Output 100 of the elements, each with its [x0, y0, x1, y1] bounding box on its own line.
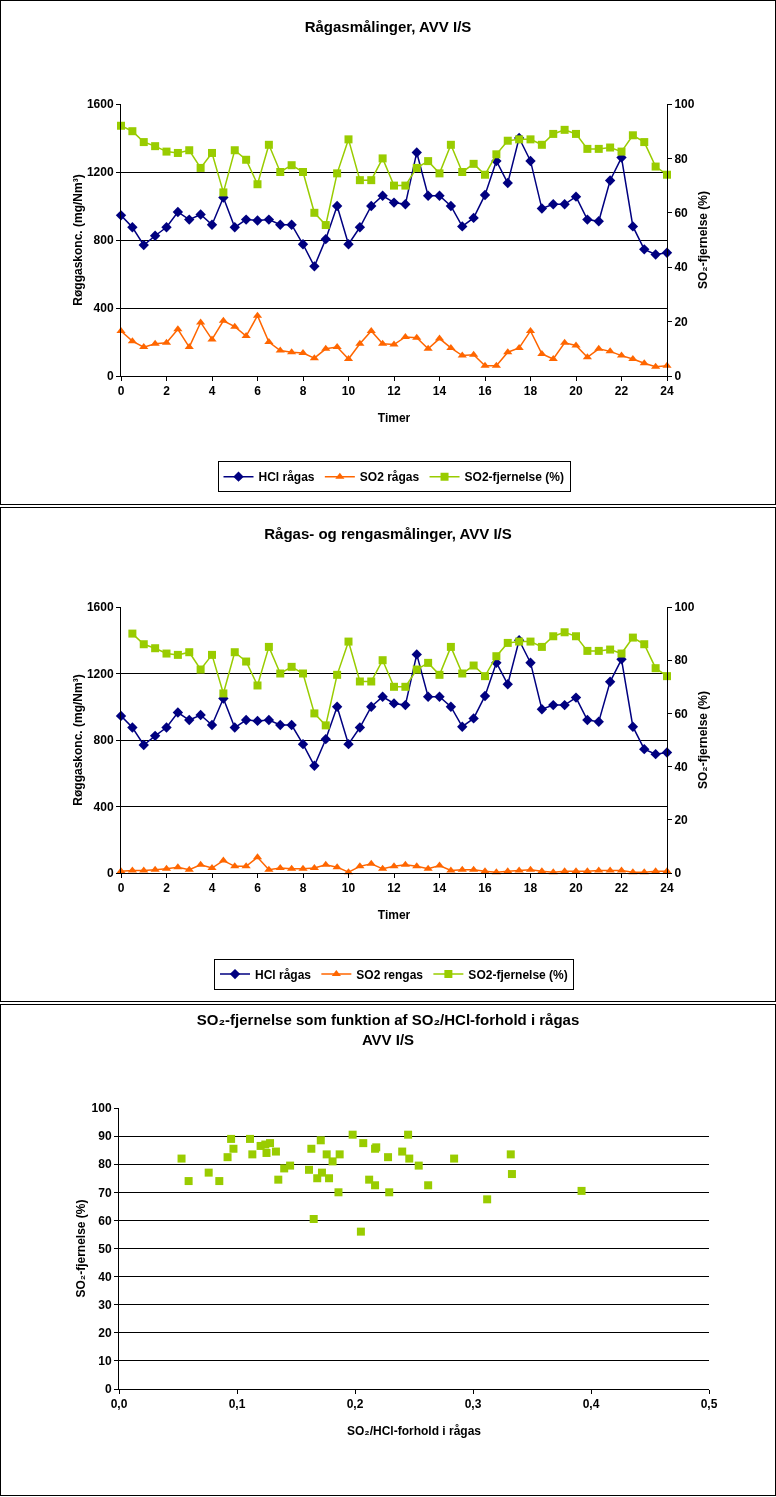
- point: [331, 200, 343, 212]
- point: [572, 632, 580, 641]
- point: [229, 222, 240, 233]
- point: [570, 692, 582, 703]
- point: [172, 707, 184, 718]
- point: [206, 719, 218, 731]
- point: [605, 866, 615, 873]
- point: [355, 176, 364, 185]
- y-tick-label: 0: [104, 1382, 112, 1397]
- point: [321, 221, 330, 230]
- point: [469, 350, 479, 357]
- point: [299, 669, 307, 678]
- point: [525, 155, 536, 167]
- point: [559, 699, 570, 711]
- point: [503, 136, 512, 145]
- point: [150, 865, 160, 872]
- point: [400, 699, 411, 711]
- y2-tick-label: 60: [674, 206, 689, 220]
- y-tick-label: 90: [98, 1129, 112, 1144]
- point: [177, 1154, 186, 1163]
- point: [310, 709, 319, 718]
- point: [411, 147, 422, 158]
- point: [491, 361, 501, 368]
- point: [264, 140, 273, 149]
- point: [446, 642, 455, 651]
- point: [479, 189, 491, 201]
- point: [298, 349, 308, 356]
- y-tick-label: 100: [91, 1101, 112, 1116]
- point: [594, 344, 604, 351]
- point: [400, 199, 411, 210]
- point: [310, 208, 319, 217]
- point: [195, 209, 206, 220]
- point: [594, 144, 603, 153]
- y2-tick-label: 20: [674, 813, 689, 827]
- point: [286, 219, 297, 230]
- point: [651, 162, 660, 171]
- point: [604, 175, 616, 186]
- x-tick-label: 0: [117, 881, 125, 896]
- point: [536, 704, 548, 715]
- legend-label: SO2 rengas: [356, 967, 424, 982]
- x-tick-label: 14: [432, 384, 447, 399]
- point: [526, 637, 535, 646]
- point: [388, 698, 400, 709]
- point: [274, 1175, 283, 1184]
- y-tick-label: 1200: [86, 165, 114, 180]
- point: [230, 322, 240, 329]
- y2-tick-label: 20: [674, 314, 689, 329]
- point: [138, 239, 149, 251]
- point: [371, 1181, 380, 1190]
- point: [606, 645, 615, 654]
- point: [446, 866, 456, 873]
- point: [434, 691, 445, 702]
- point: [593, 216, 604, 227]
- y2-tick-label: 100: [674, 97, 695, 112]
- point: [184, 1177, 193, 1186]
- point: [344, 637, 353, 646]
- point: [309, 354, 319, 361]
- point: [377, 691, 388, 702]
- point: [161, 722, 172, 733]
- point: [412, 163, 421, 172]
- point: [514, 866, 524, 873]
- point: [446, 140, 455, 149]
- point: [331, 701, 343, 712]
- point: [506, 1150, 515, 1159]
- y-tick-label: 0: [106, 369, 114, 384]
- point: [344, 135, 353, 144]
- point: [468, 713, 479, 724]
- point: [405, 1154, 414, 1163]
- legend-label: HCl rågas: [255, 967, 312, 982]
- point: [162, 649, 171, 658]
- point: [173, 650, 182, 659]
- point: [343, 239, 354, 250]
- point: [389, 340, 399, 347]
- point: [424, 157, 433, 166]
- point: [549, 632, 558, 641]
- point: [503, 638, 512, 647]
- point: [286, 1161, 295, 1170]
- point: [184, 865, 194, 872]
- x-tick-label: 16: [478, 881, 492, 896]
- x-tick-label: 0,3: [464, 1397, 482, 1412]
- point: [492, 150, 501, 159]
- point: [333, 169, 342, 178]
- y-axis-title: SO₂-fjernelse (%): [74, 1199, 88, 1298]
- point: [469, 661, 478, 670]
- point: [537, 349, 547, 356]
- point: [196, 665, 205, 674]
- point: [321, 860, 331, 867]
- point: [582, 867, 592, 874]
- point: [582, 214, 593, 225]
- point: [208, 650, 216, 659]
- point: [276, 669, 285, 678]
- point: [526, 135, 535, 144]
- point: [227, 1134, 236, 1143]
- x-tick-label: 8: [299, 384, 307, 399]
- point: [286, 719, 297, 731]
- point: [434, 190, 445, 201]
- point: [378, 656, 387, 665]
- point: [401, 181, 410, 190]
- point: [223, 1153, 232, 1162]
- x-tick-label: 0,0: [110, 1397, 128, 1412]
